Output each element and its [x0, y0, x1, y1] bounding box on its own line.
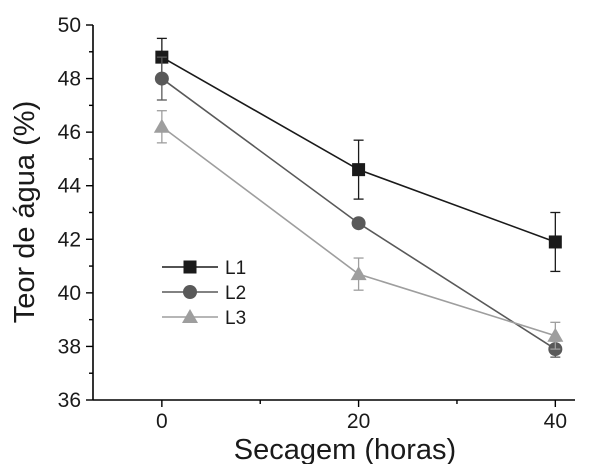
y-tick-label: 38: [58, 335, 81, 358]
legend-item-L3: L3: [162, 308, 246, 329]
legend-item-L1: L1: [162, 258, 246, 279]
data-point: [153, 118, 170, 133]
data-point: [154, 71, 169, 86]
y-tick-label: 40: [58, 282, 81, 305]
legend-marker: [183, 260, 197, 274]
data-point: [350, 266, 367, 281]
y-tick-label: 36: [58, 389, 81, 412]
legend-label: L1: [225, 258, 246, 279]
y-tick-label: 48: [58, 68, 81, 91]
x-tick-label: 0: [156, 410, 168, 433]
data-point: [547, 327, 564, 342]
legend-label: L3: [225, 308, 246, 329]
series-layer: [153, 37, 564, 358]
x-axis-title: Secagem (horas): [234, 434, 456, 464]
y-tick-label: 44: [58, 175, 82, 198]
y-tick-label: 50: [58, 14, 81, 37]
data-point: [351, 216, 366, 231]
series-L2: [154, 56, 563, 358]
y-tick-label: 46: [58, 121, 81, 144]
ticks: 36 38 40 42 44 46 48 50 0 20 40: [58, 14, 567, 433]
x-tick-label: 40: [544, 410, 567, 433]
data-point: [548, 235, 562, 249]
legend-label: L2: [225, 283, 246, 304]
legend-marker: [182, 309, 198, 323]
y-axis-title: Teor de água (%): [9, 101, 41, 323]
series-L3: [153, 110, 564, 350]
x-tick-label: 20: [347, 410, 370, 433]
legend: L1 L2 L3: [162, 258, 246, 329]
series-L1: [155, 37, 562, 273]
data-point: [352, 163, 366, 177]
legend-item-L2: L2: [162, 283, 246, 304]
series-line: [161, 77, 556, 350]
legend-marker: [183, 285, 197, 299]
y-tick-label: 42: [58, 228, 81, 251]
